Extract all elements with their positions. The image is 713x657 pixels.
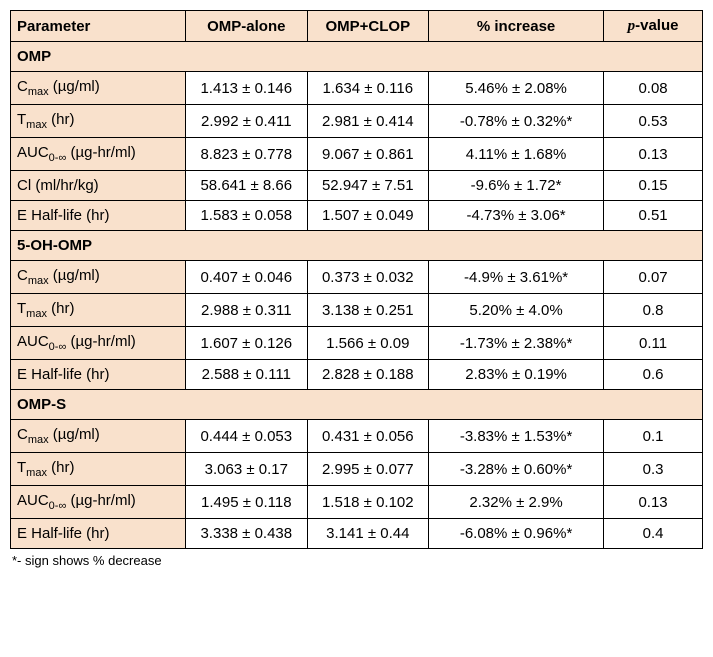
cell-omp-alone: 0.444 ± 0.053	[186, 420, 308, 453]
cell-omp-clop: 3.141 ± 0.44	[307, 519, 429, 549]
cell-percent-increase: -0.78% ± 0.32%*	[429, 105, 604, 138]
cell-parameter: Cmax (µg/ml)	[11, 420, 186, 453]
table-row: AUC0-∞ (µg-hr/ml)8.823 ± 0.7789.067 ± 0.…	[11, 138, 703, 171]
footnote: *- sign shows % decrease	[10, 553, 703, 568]
cell-omp-alone: 1.495 ± 0.118	[186, 486, 308, 519]
table-row: E Half-life (hr)3.338 ± 0.4383.141 ± 0.4…	[11, 519, 703, 549]
cell-parameter: E Half-life (hr)	[11, 519, 186, 549]
cell-parameter: AUC0-∞ (µg-hr/ml)	[11, 486, 186, 519]
pk-parameters-table: Parameter OMP-alone OMP+CLOP % increase …	[10, 10, 703, 549]
cell-parameter: Cmax (µg/ml)	[11, 261, 186, 294]
cell-percent-increase: -9.6% ± 1.72*	[429, 171, 604, 201]
table-row: Cmax (µg/ml)0.407 ± 0.0460.373 ± 0.032-4…	[11, 261, 703, 294]
cell-p-value: 0.8	[604, 294, 703, 327]
section-title: OMP-S	[11, 390, 703, 420]
header-p-value: p-value	[604, 11, 703, 42]
cell-percent-increase: -1.73% ± 2.38%*	[429, 327, 604, 360]
cell-omp-clop: 2.981 ± 0.414	[307, 105, 429, 138]
table-row: Tmax (hr)3.063 ± 0.172.995 ± 0.077-3.28%…	[11, 453, 703, 486]
cell-omp-alone: 8.823 ± 0.778	[186, 138, 308, 171]
cell-omp-clop: 52.947 ± 7.51	[307, 171, 429, 201]
cell-omp-clop: 9.067 ± 0.861	[307, 138, 429, 171]
header-row: Parameter OMP-alone OMP+CLOP % increase …	[11, 11, 703, 42]
header-percent-increase: % increase	[429, 11, 604, 42]
table-row: Tmax (hr)2.988 ± 0.3113.138 ± 0.2515.20%…	[11, 294, 703, 327]
table-row: AUC0-∞ (µg-hr/ml)1.607 ± 0.1261.566 ± 0.…	[11, 327, 703, 360]
cell-omp-alone: 58.641 ± 8.66	[186, 171, 308, 201]
cell-parameter: Tmax (hr)	[11, 105, 186, 138]
cell-p-value: 0.1	[604, 420, 703, 453]
header-parameter: Parameter	[11, 11, 186, 42]
cell-omp-alone: 2.588 ± 0.111	[186, 360, 308, 390]
section-row: OMP-S	[11, 390, 703, 420]
cell-omp-alone: 0.407 ± 0.046	[186, 261, 308, 294]
section-row: 5-OH-OMP	[11, 231, 703, 261]
cell-omp-clop: 2.828 ± 0.188	[307, 360, 429, 390]
cell-percent-increase: 5.20% ± 4.0%	[429, 294, 604, 327]
cell-p-value: 0.3	[604, 453, 703, 486]
cell-omp-clop: 1.518 ± 0.102	[307, 486, 429, 519]
cell-percent-increase: 2.32% ± 2.9%	[429, 486, 604, 519]
table-row: E Half-life (hr)2.588 ± 0.1112.828 ± 0.1…	[11, 360, 703, 390]
cell-parameter: Cl (ml/hr/kg)	[11, 171, 186, 201]
cell-parameter: AUC0-∞ (µg-hr/ml)	[11, 138, 186, 171]
cell-omp-alone: 1.583 ± 0.058	[186, 201, 308, 231]
cell-omp-clop: 3.138 ± 0.251	[307, 294, 429, 327]
cell-p-value: 0.15	[604, 171, 703, 201]
header-omp-clop: OMP+CLOP	[307, 11, 429, 42]
table-body: OMPCmax (µg/ml)1.413 ± 0.1461.634 ± 0.11…	[11, 42, 703, 549]
cell-omp-clop: 1.507 ± 0.049	[307, 201, 429, 231]
cell-omp-clop: 1.634 ± 0.116	[307, 72, 429, 105]
table-row: Tmax (hr)2.992 ± 0.4112.981 ± 0.414-0.78…	[11, 105, 703, 138]
cell-omp-alone: 1.607 ± 0.126	[186, 327, 308, 360]
table-row: E Half-life (hr)1.583 ± 0.0581.507 ± 0.0…	[11, 201, 703, 231]
table-row: AUC0-∞ (µg-hr/ml)1.495 ± 0.1181.518 ± 0.…	[11, 486, 703, 519]
cell-omp-alone: 3.063 ± 0.17	[186, 453, 308, 486]
cell-percent-increase: -3.83% ± 1.53%*	[429, 420, 604, 453]
cell-parameter: Tmax (hr)	[11, 294, 186, 327]
cell-percent-increase: 5.46% ± 2.08%	[429, 72, 604, 105]
table-row: Cmax (µg/ml)1.413 ± 0.1461.634 ± 0.1165.…	[11, 72, 703, 105]
cell-p-value: 0.51	[604, 201, 703, 231]
section-title: 5-OH-OMP	[11, 231, 703, 261]
cell-percent-increase: -3.28% ± 0.60%*	[429, 453, 604, 486]
cell-p-value: 0.6	[604, 360, 703, 390]
cell-parameter: Tmax (hr)	[11, 453, 186, 486]
section-title: OMP	[11, 42, 703, 72]
cell-p-value: 0.53	[604, 105, 703, 138]
cell-parameter: E Half-life (hr)	[11, 201, 186, 231]
cell-omp-clop: 1.566 ± 0.09	[307, 327, 429, 360]
cell-percent-increase: -4.9% ± 3.61%*	[429, 261, 604, 294]
cell-p-value: 0.4	[604, 519, 703, 549]
cell-p-value: 0.13	[604, 138, 703, 171]
cell-percent-increase: 2.83% ± 0.19%	[429, 360, 604, 390]
cell-omp-alone: 2.992 ± 0.411	[186, 105, 308, 138]
table-row: Cmax (µg/ml)0.444 ± 0.0530.431 ± 0.056-3…	[11, 420, 703, 453]
cell-omp-clop: 2.995 ± 0.077	[307, 453, 429, 486]
cell-omp-clop: 0.373 ± 0.032	[307, 261, 429, 294]
header-omp-alone: OMP-alone	[186, 11, 308, 42]
cell-parameter: E Half-life (hr)	[11, 360, 186, 390]
table-row: Cl (ml/hr/kg)58.641 ± 8.6652.947 ± 7.51-…	[11, 171, 703, 201]
cell-parameter: AUC0-∞ (µg-hr/ml)	[11, 327, 186, 360]
cell-p-value: 0.08	[604, 72, 703, 105]
cell-omp-alone: 1.413 ± 0.146	[186, 72, 308, 105]
cell-p-value: 0.13	[604, 486, 703, 519]
cell-omp-clop: 0.431 ± 0.056	[307, 420, 429, 453]
section-row: OMP	[11, 42, 703, 72]
cell-omp-alone: 3.338 ± 0.438	[186, 519, 308, 549]
cell-parameter: Cmax (µg/ml)	[11, 72, 186, 105]
cell-p-value: 0.07	[604, 261, 703, 294]
cell-p-value: 0.11	[604, 327, 703, 360]
cell-omp-alone: 2.988 ± 0.311	[186, 294, 308, 327]
cell-percent-increase: -6.08% ± 0.96%*	[429, 519, 604, 549]
cell-percent-increase: -4.73% ± 3.06*	[429, 201, 604, 231]
cell-percent-increase: 4.11% ± 1.68%	[429, 138, 604, 171]
